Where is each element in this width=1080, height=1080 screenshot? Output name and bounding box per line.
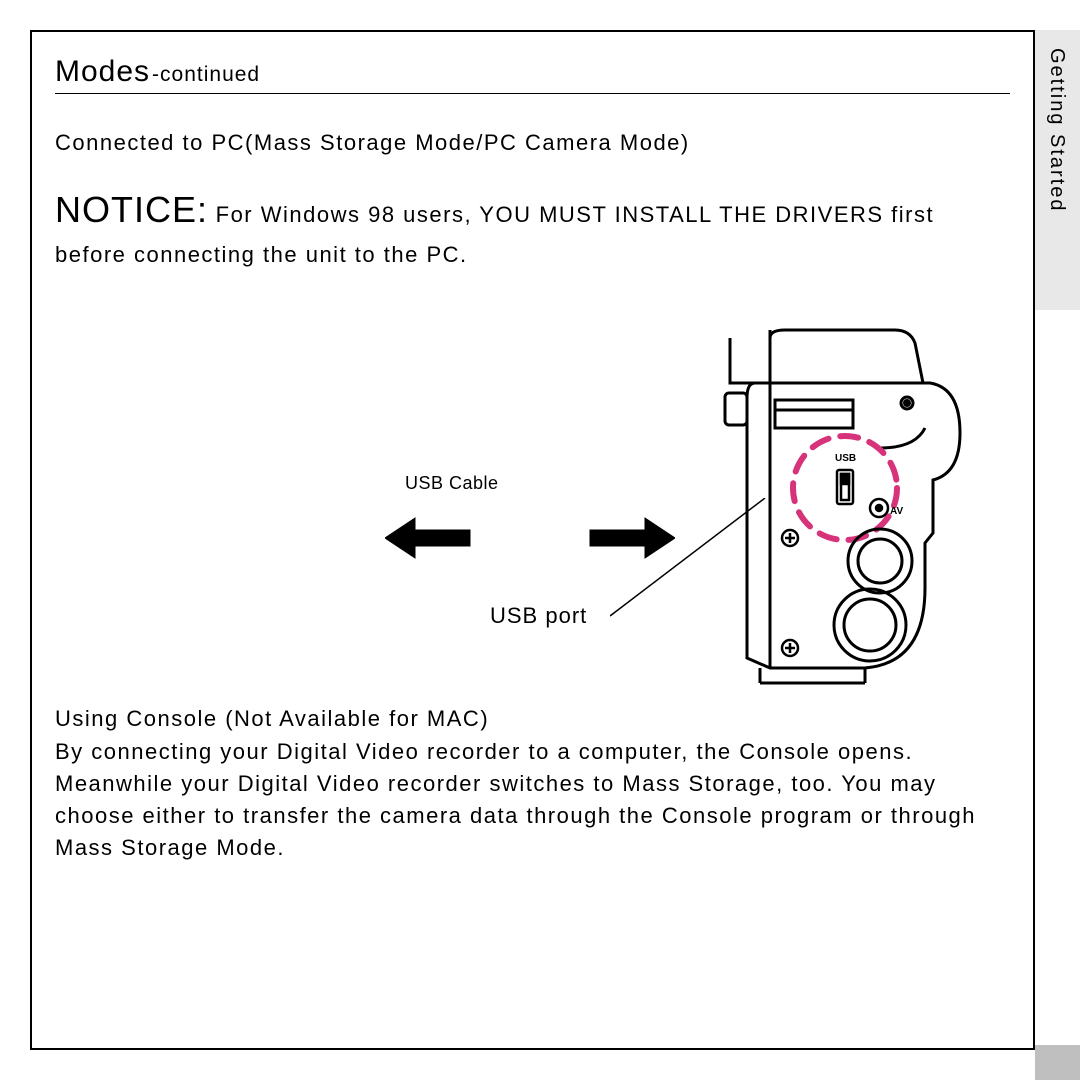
usb-port-text: USB xyxy=(835,453,856,464)
usb-port-label: USB port xyxy=(490,603,587,629)
section-tab-label: Getting Started xyxy=(1045,48,1068,213)
page-number-block xyxy=(1035,1045,1080,1080)
heading-sub: -continued xyxy=(152,63,260,87)
notice-block: NOTICE: For Windows 98 users, YOU MUST I… xyxy=(55,182,1010,272)
subheading: Connected to PC(Mass Storage Mode/PC Cam… xyxy=(55,130,1010,156)
page-heading: Modes -continued xyxy=(55,55,1010,94)
page-content: Modes -continued Connected to PC(Mass St… xyxy=(55,55,1010,863)
console-heading: Using Console (Not Available for MAC) xyxy=(55,706,1010,732)
diagram: USB Cable USB port xyxy=(55,318,1010,688)
notice-word: NOTICE: xyxy=(55,189,208,230)
usb-cable-label: USB Cable xyxy=(405,473,499,494)
device-illustration: USB AV xyxy=(715,328,975,693)
heading-main: Modes xyxy=(55,55,150,89)
console-body: By connecting your Digital Video recorde… xyxy=(55,736,1010,864)
section-tab: Getting Started xyxy=(1035,30,1080,310)
av-port-text: AV xyxy=(890,506,903,517)
